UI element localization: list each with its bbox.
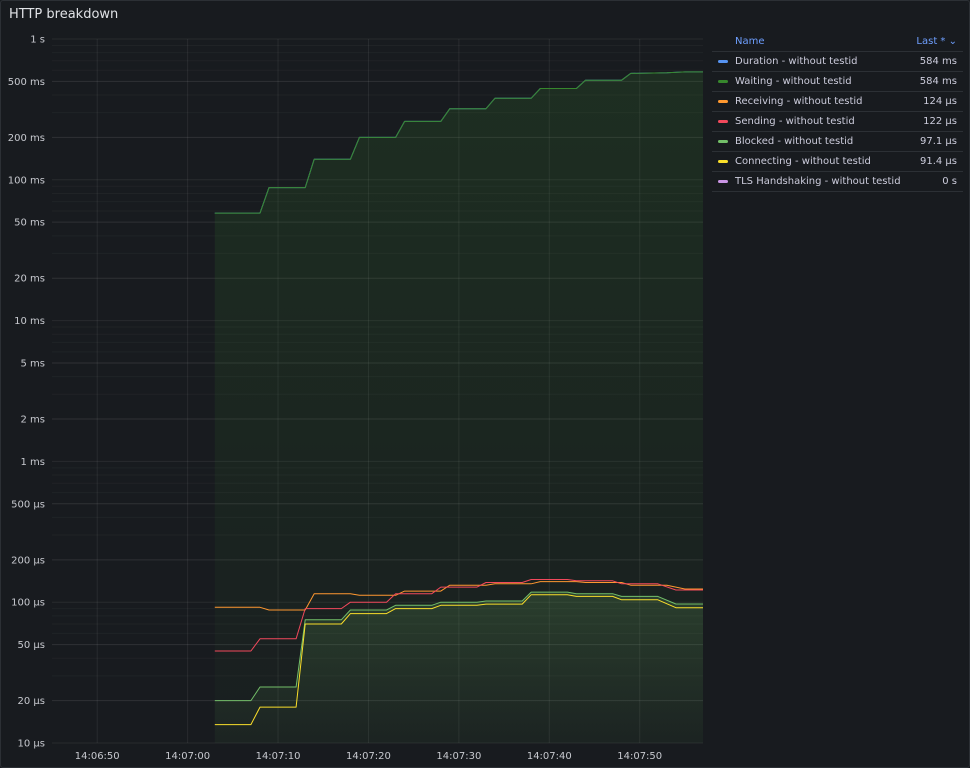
legend-header: Name Last * ⌄ xyxy=(712,32,963,52)
legend-color-swatch xyxy=(718,160,728,163)
x-tick-label: 14:07:10 xyxy=(256,751,301,762)
legend-series-value: 91.4 µs xyxy=(919,156,957,167)
legend-series-name[interactable]: Connecting - without testid xyxy=(735,156,871,167)
y-tick-label: 10 ms xyxy=(14,316,45,327)
legend-row[interactable]: TLS Handshaking - without testid 0 s xyxy=(712,172,963,192)
series-area-fill xyxy=(214,592,704,743)
y-tick-label: 200 ms xyxy=(8,133,45,144)
y-tick-label: 10 µs xyxy=(18,739,45,750)
legend-series-name[interactable]: Duration - without testid xyxy=(735,56,858,67)
legend-series-name[interactable]: Blocked - without testid xyxy=(735,136,854,147)
legend-row[interactable]: Sending - without testid 122 µs xyxy=(712,112,963,132)
legend-row[interactable]: Duration - without testid 584 ms xyxy=(712,52,963,72)
y-tick-label: 5 ms xyxy=(21,358,46,369)
legend-row[interactable]: Blocked - without testid 97.1 µs xyxy=(712,132,963,152)
legend-color-swatch xyxy=(718,140,728,143)
y-tick-label: 100 µs xyxy=(11,598,45,609)
legend-series-name[interactable]: Waiting - without testid xyxy=(735,76,852,87)
legend-series-value: 0 s xyxy=(942,176,957,187)
legend-color-swatch xyxy=(718,180,728,183)
legend-name-header[interactable]: Name xyxy=(735,36,765,47)
legend-color-swatch xyxy=(718,60,728,63)
legend-series-value: 584 ms xyxy=(919,56,957,67)
legend-series-name[interactable]: Sending - without testid xyxy=(735,116,855,127)
legend-row[interactable]: Receiving - without testid 124 µs xyxy=(712,92,963,112)
x-tick-label: 14:07:40 xyxy=(527,751,572,762)
series-line-connecting xyxy=(214,594,703,726)
legend-series-value: 584 ms xyxy=(919,76,957,87)
x-tick-label: 14:07:00 xyxy=(165,751,210,762)
legend-row[interactable]: Waiting - without testid 584 ms xyxy=(712,72,963,92)
y-tick-label: 1 ms xyxy=(21,457,46,468)
series-line-blocked xyxy=(214,591,703,702)
panel-title: HTTP breakdown xyxy=(9,7,119,22)
y-tick-label: 20 µs xyxy=(18,696,45,707)
legend-series-value: 122 µs xyxy=(923,116,957,127)
y-tick-label: 20 ms xyxy=(14,274,45,285)
legend-color-swatch xyxy=(718,100,728,103)
y-tick-label: 500 µs xyxy=(11,499,45,510)
x-tick-label: 14:07:20 xyxy=(346,751,391,762)
y-tick-label: 100 ms xyxy=(8,175,45,186)
y-tick-label: 2 ms xyxy=(21,415,46,426)
y-tick-label: 500 ms xyxy=(8,77,45,88)
y-tick-label: 50 µs xyxy=(18,640,45,651)
legend-series-name[interactable]: Receiving - without testid xyxy=(735,96,863,107)
legend-sort-header[interactable]: Last * ⌄ xyxy=(916,36,957,47)
legend-series-value: 124 µs xyxy=(923,96,957,107)
series-area-fill xyxy=(214,71,704,743)
legend-table: Name Last * ⌄ Duration - without testid 5… xyxy=(712,32,963,192)
legend-color-swatch xyxy=(718,80,728,83)
x-tick-label: 14:06:50 xyxy=(75,751,120,762)
series-line-sending xyxy=(214,579,703,652)
legend-series-value: 97.1 µs xyxy=(919,136,957,147)
y-tick-label: 50 ms xyxy=(14,218,45,229)
x-tick-label: 14:07:50 xyxy=(617,751,662,762)
legend-series-name[interactable]: TLS Handshaking - without testid xyxy=(735,176,901,187)
y-tick-label: 1 s xyxy=(30,35,45,46)
y-tick-label: 200 µs xyxy=(11,555,45,566)
line-chart: 1 s 500 ms 200 ms 100 ms 50 ms 20 ms 10 ms 5 ms… xyxy=(8,35,704,762)
x-tick-label: 14:07:30 xyxy=(436,751,481,762)
legend-row[interactable]: Connecting - without testid 91.4 µs xyxy=(712,152,963,172)
legend-color-swatch xyxy=(718,120,728,123)
series-line-waiting xyxy=(214,71,703,214)
